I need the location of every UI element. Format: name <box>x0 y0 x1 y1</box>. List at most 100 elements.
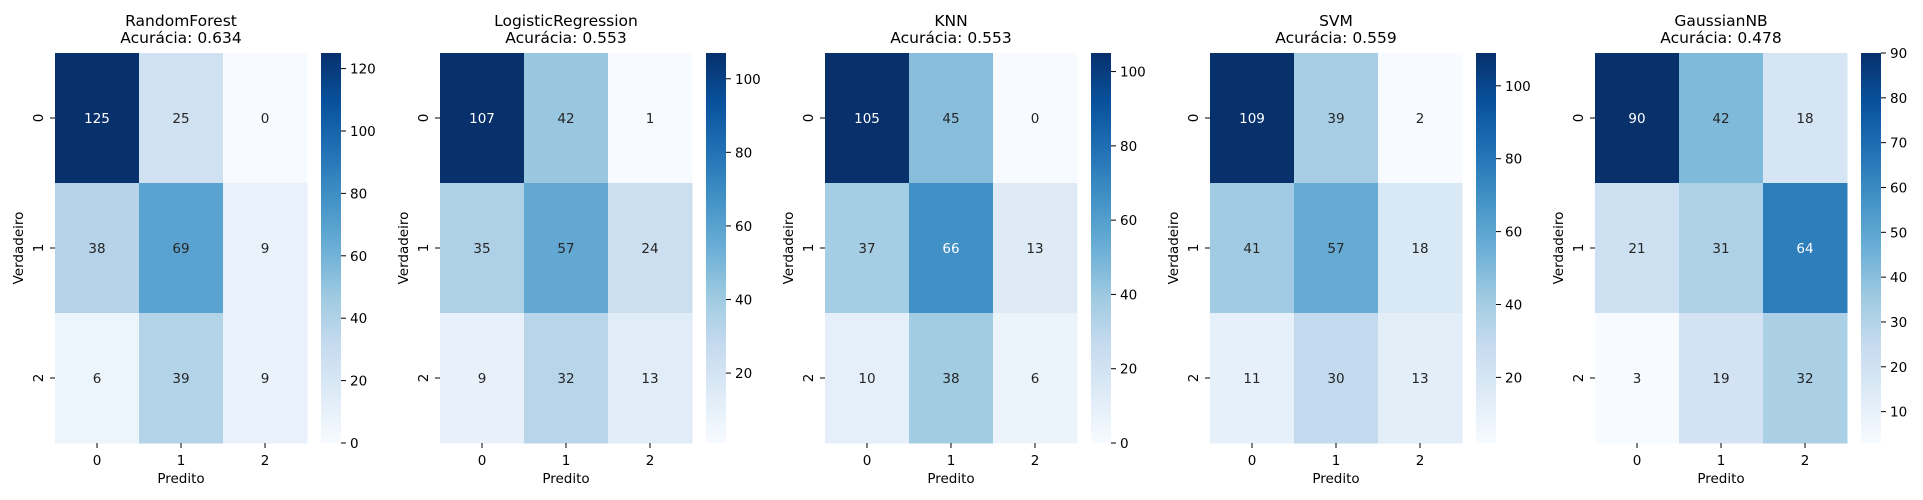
heatmap-cell <box>1378 313 1463 444</box>
heatmap-cell <box>993 53 1078 184</box>
heatmap-cell <box>825 313 910 444</box>
x-tick-label: 2 <box>646 453 655 469</box>
x-tick-label: 2 <box>1801 453 1810 469</box>
colorbar-tick-label: 80 <box>1120 139 1137 155</box>
colorbar-tick-label: 60 <box>735 219 752 235</box>
y-axis-label: Verdadeiro <box>1166 212 1182 285</box>
colorbar-tick-label: 90 <box>1890 46 1907 62</box>
x-tick-label: 0 <box>1248 453 1257 469</box>
cell-value-label: 39 <box>1327 111 1344 127</box>
x-axis-label: Predito <box>1697 471 1744 487</box>
x-tick-label: 0 <box>1633 453 1642 469</box>
colorbar <box>1091 53 1111 443</box>
y-tick-label: 1 <box>801 244 817 253</box>
colorbar-tick-label: 80 <box>1890 91 1907 107</box>
chart-title: LogisticRegression <box>494 12 638 30</box>
x-tick-label: 1 <box>1332 453 1341 469</box>
y-tick-label: 2 <box>1186 374 1202 383</box>
heatmap-cell <box>1294 313 1379 444</box>
y-tick-label: 0 <box>801 114 817 123</box>
cell-value-label: 2 <box>1416 111 1425 127</box>
chart-subtitle: Acurácia: 0.553 <box>505 29 626 47</box>
colorbar-tick-label: 40 <box>1120 287 1137 303</box>
cell-value-label: 109 <box>1239 111 1265 127</box>
cell-value-label: 30 <box>1327 371 1344 387</box>
heatmap-cell <box>1679 313 1764 444</box>
heatmap-cell <box>825 183 910 314</box>
cell-value-label: 9 <box>261 371 270 387</box>
heatmap-cell <box>1679 53 1764 184</box>
heatmap-cell <box>223 53 308 184</box>
colorbar-tick-label: 100 <box>1505 79 1531 95</box>
cell-value-label: 0 <box>1031 111 1040 127</box>
cell-value-label: 125 <box>84 111 110 127</box>
chart-subtitle: Acurácia: 0.553 <box>890 29 1011 47</box>
heatmap-cell <box>223 313 308 444</box>
colorbar-tick-label: 80 <box>350 186 367 202</box>
x-axis-label: Predito <box>927 471 974 487</box>
colorbar-tick-label: 10 <box>1890 405 1907 421</box>
cell-value-label: 0 <box>261 111 270 127</box>
cell-value-label: 32 <box>557 371 574 387</box>
colorbar-tick-label: 0 <box>1120 436 1129 452</box>
x-tick-label: 1 <box>562 453 571 469</box>
heatmap-cell <box>825 53 910 184</box>
heatmap-cell <box>1595 313 1680 444</box>
cell-value-label: 42 <box>1712 111 1729 127</box>
heatmap-cell <box>1763 313 1848 444</box>
x-tick-label: 2 <box>1031 453 1040 469</box>
heatmap-cell <box>55 183 140 314</box>
heatmap-cell <box>440 53 525 184</box>
colorbar-tick-label: 40 <box>1890 270 1907 286</box>
cell-value-label: 9 <box>478 371 487 387</box>
colorbar-tick-label: 0 <box>350 436 359 452</box>
cell-value-label: 24 <box>641 241 658 257</box>
colorbar-tick-label: 40 <box>1505 297 1522 313</box>
y-tick-label: 1 <box>31 244 47 253</box>
y-tick-label: 1 <box>416 244 432 253</box>
cell-value-label: 105 <box>854 111 880 127</box>
heatmap-cell <box>1763 53 1848 184</box>
heatmap-cell <box>608 183 693 314</box>
colorbar-tick-label: 20 <box>735 366 752 382</box>
cell-value-label: 32 <box>1796 371 1813 387</box>
heatmap-cell <box>1294 53 1379 184</box>
chart-title: RandomForest <box>125 12 237 30</box>
heatmap-cell <box>139 53 224 184</box>
x-tick-label: 2 <box>1416 453 1425 469</box>
cell-value-label: 31 <box>1712 241 1729 257</box>
heatmap-cell <box>524 313 609 444</box>
x-tick-label: 1 <box>177 453 186 469</box>
x-tick-label: 0 <box>863 453 872 469</box>
cell-value-label: 42 <box>557 111 574 127</box>
heatmap-cell <box>608 53 693 184</box>
colorbar-tick-label: 100 <box>735 72 761 88</box>
cell-value-label: 6 <box>1031 371 1040 387</box>
heatmap-cell <box>993 183 1078 314</box>
cell-value-label: 35 <box>473 241 490 257</box>
y-tick-label: 0 <box>416 114 432 123</box>
colorbar-tick-label: 100 <box>350 124 376 140</box>
x-axis-label: Predito <box>157 471 204 487</box>
cell-value-label: 3 <box>1633 371 1642 387</box>
x-tick-label: 0 <box>478 453 487 469</box>
colorbar-tick-label: 20 <box>1890 360 1907 376</box>
cell-value-label: 1 <box>646 111 655 127</box>
cell-value-label: 64 <box>1796 241 1813 257</box>
cell-value-label: 19 <box>1712 371 1729 387</box>
x-tick-label: 2 <box>261 453 270 469</box>
x-axis-label: Predito <box>542 471 589 487</box>
colorbar-tick-label: 80 <box>735 145 752 161</box>
colorbar-tick-label: 60 <box>350 249 367 265</box>
cell-value-label: 13 <box>641 371 658 387</box>
heatmap-cell <box>1210 313 1295 444</box>
cell-value-label: 90 <box>1628 111 1645 127</box>
colorbar-tick-label: 40 <box>350 311 367 327</box>
y-tick-label: 2 <box>31 374 47 383</box>
colorbar <box>1476 53 1496 443</box>
